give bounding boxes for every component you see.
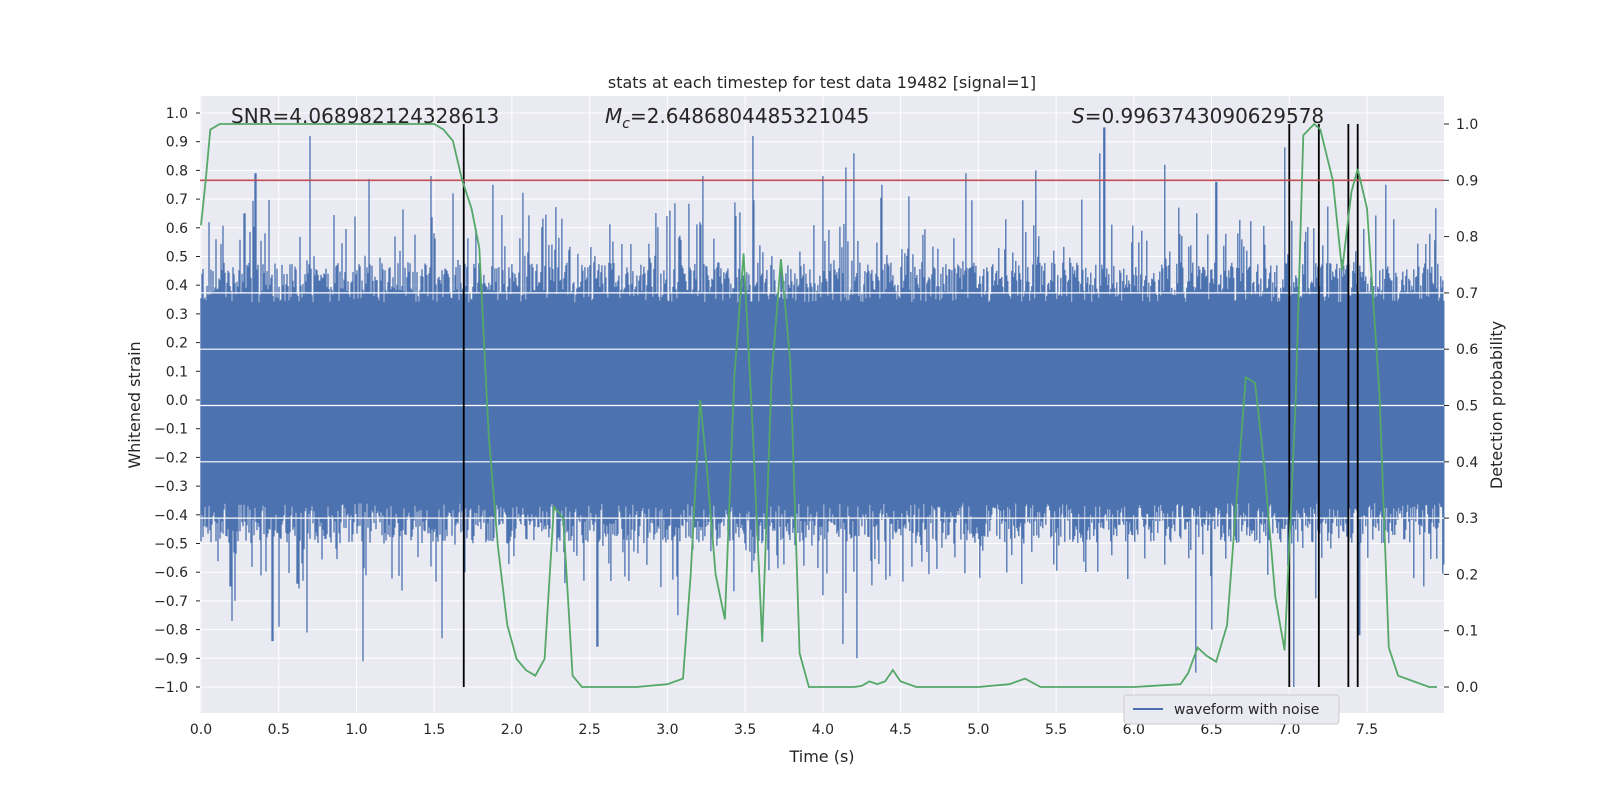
y-left-tick-label: −0.7	[154, 594, 188, 610]
y-right-tick-label: 0.9	[1456, 173, 1478, 189]
y-left-tick-label: 0.4	[166, 278, 188, 294]
waveform-series	[200, 127, 1445, 687]
probability-line	[200, 122, 1437, 688]
x-tick-label: 1.5	[423, 722, 445, 738]
score-value: =0.9963743090629578	[1085, 104, 1324, 128]
right-axis-grid	[200, 292, 1444, 519]
y-left-tick-label: −0.1	[154, 422, 188, 438]
score-symbol: S	[1072, 104, 1085, 128]
x-tick-label: 5.0	[967, 722, 989, 738]
chirp-mass-value: =2.6486804485321045	[630, 104, 869, 128]
y-left-tick-label: −1.0	[154, 680, 188, 696]
x-tick-label: 0.5	[268, 722, 290, 738]
x-tick-label: 5.5	[1045, 722, 1067, 738]
y-left-tick-label: 0.2	[166, 336, 188, 352]
y-right-tick-label: 1.0	[1456, 117, 1478, 133]
chirp-mass-subscript: c	[622, 116, 630, 132]
x-tick-label: 2.0	[501, 722, 523, 738]
waveform-trace	[200, 127, 1445, 687]
chirp-mass-symbol: M	[605, 104, 622, 128]
y-axis-left-label: Whitened strain	[125, 341, 144, 468]
y-right-tick-label: 0.3	[1456, 511, 1478, 527]
y-left-tick-label: −0.2	[154, 450, 188, 466]
y-left-tick-label: −0.5	[154, 537, 188, 553]
y-left-tick-label: −0.9	[154, 651, 188, 667]
y-left-tick-label: 1.0	[166, 106, 188, 122]
y-left-tick-label: 0.3	[166, 307, 188, 323]
y-left-tick-label: 0.6	[166, 221, 188, 237]
y-right-tick-label: 0.6	[1456, 342, 1478, 358]
y-left-tick-label: −0.4	[154, 508, 188, 524]
score-annotation: S=0.9963743090629578	[1072, 104, 1324, 128]
y-right-tick-label: 0.5	[1456, 399, 1478, 415]
y-right-tick-label: 0.2	[1456, 567, 1478, 583]
legend-box	[1123, 694, 1340, 725]
y-left-tick-label: 0.1	[166, 364, 188, 380]
y-axis-right-label: Detection probability	[1487, 321, 1506, 489]
x-tick-label: 0.0	[190, 722, 212, 738]
y-left-tick-label: 0.8	[166, 163, 188, 179]
x-tick-label: 3.0	[656, 722, 678, 738]
y-right-tick-label: 0.4	[1456, 455, 1478, 471]
x-tick-label: 6.0	[1123, 722, 1145, 738]
ticks: 0.0 0.5 1.0 1.5 2.0 2.5 3.0 3.5 4.0 4.5 5.0 5.5 6.0 6…	[154, 106, 1478, 738]
chart-title: stats at each timestep for test data 194…	[608, 73, 1036, 92]
x-tick-label: 2.5	[579, 722, 601, 738]
y-right-tick-label: 0.0	[1456, 680, 1478, 696]
x-tick-label: 6.5	[1200, 722, 1222, 738]
y-left-tick-label: 0.9	[166, 135, 188, 151]
legend: waveform with noise	[1123, 694, 1340, 725]
y-right-tick-label: 0.8	[1456, 230, 1478, 246]
y-right-tick-label: 0.7	[1456, 286, 1478, 302]
y-left-tick-label: 0.7	[166, 192, 188, 208]
legend-label-waveform: waveform with noise	[1174, 702, 1319, 718]
x-tick-label: 3.5	[734, 722, 756, 738]
x-tick-label: 4.5	[889, 722, 911, 738]
y-left-tick-label: 0.0	[166, 393, 188, 409]
y-right-tick-label: 0.1	[1456, 624, 1478, 640]
x-tick-label: 1.0	[345, 722, 367, 738]
probability-series	[200, 122, 1437, 688]
x-tick-label: 7.5	[1356, 722, 1378, 738]
x-tick-label: 7.0	[1278, 722, 1300, 738]
x-tick-label: 4.0	[812, 722, 834, 738]
y-left-tick-label: −0.3	[154, 479, 188, 495]
x-axis-label: Time (s)	[788, 747, 854, 766]
y-left-tick-label: −0.6	[154, 565, 188, 581]
snr-annotation: SNR=4.068982124328613	[231, 104, 499, 128]
y-left-tick-label: −0.8	[154, 623, 188, 639]
chirp-mass-annotation: Mc=2.6486804485321045	[605, 104, 869, 132]
y-left-tick-label: 0.5	[166, 250, 188, 266]
